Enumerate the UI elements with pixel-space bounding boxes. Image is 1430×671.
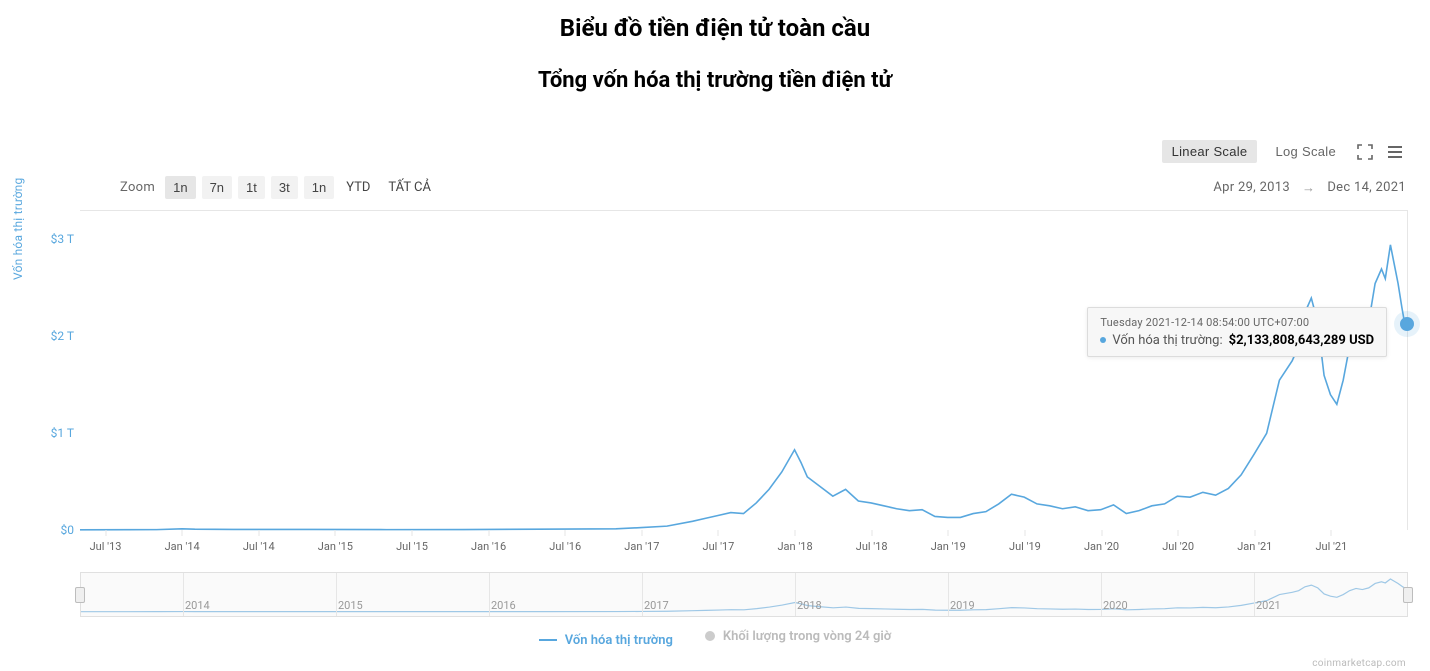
tooltip-value: $2,133,808,643,289 USD: [1229, 333, 1374, 348]
x-tick-label: Jul '13: [90, 540, 122, 553]
main-title: Biểu đồ tiền điện tử toàn cầu: [0, 0, 1430, 42]
scale-toolbar: Linear Scale Log Scale: [1162, 140, 1406, 163]
y-tick-label: $3 T: [51, 232, 74, 246]
y-tick-label: $1 T: [51, 426, 74, 440]
x-tick-label: Jul '15: [396, 540, 428, 553]
zoom-btn-1[interactable]: 7n: [202, 176, 232, 199]
zoom-btn-2[interactable]: 1t: [238, 176, 265, 199]
date-range: Apr 29, 2013 → Dec 14, 2021: [1213, 180, 1406, 196]
menu-icon[interactable]: [1384, 141, 1406, 163]
x-axis-ticks: Jul '13 Jan '14 Jul '14 Jan '15 Jul '15 Jan '…: [80, 530, 1408, 560]
y-axis-ticks: $0$1 T$2 T$3 T: [33, 210, 78, 530]
fullscreen-icon[interactable]: [1354, 141, 1376, 163]
legend-secondary-label: Khối lượng trong vòng 24 giờ: [723, 629, 891, 644]
tooltip: Tuesday 2021-12-14 08:54:00 UTC+07:00 Vố…: [1087, 307, 1387, 357]
zoom-btn-3[interactable]: 3t: [271, 176, 298, 199]
legend-dot-icon: [705, 631, 715, 641]
y-tick-label: $0: [61, 523, 75, 537]
nav-handle-left[interactable]: [75, 587, 85, 603]
x-tick-label: Jan '20: [1084, 540, 1119, 553]
x-tick-label: Jan '16: [471, 540, 506, 553]
tooltip-datetime: Tuesday 2021-12-14 08:54:00 UTC+07:00: [1100, 316, 1374, 329]
date-to[interactable]: Dec 14, 2021: [1327, 180, 1406, 195]
log-scale-button[interactable]: Log Scale: [1265, 140, 1346, 163]
legend-primary-label: Vốn hóa thị trường: [565, 633, 673, 648]
y-tick-label: $2 T: [51, 329, 74, 343]
x-tick-label: Jan '17: [624, 540, 659, 553]
x-tick-label: Jan '19: [931, 540, 966, 553]
nav-year-label: 2021: [1256, 599, 1281, 612]
zoom-ytd[interactable]: YTD: [340, 176, 376, 199]
x-tick-label: Jan '18: [777, 540, 812, 553]
nav-year-label: 2020: [1103, 599, 1128, 612]
linear-scale-button[interactable]: Linear Scale: [1162, 140, 1258, 163]
nav-year-label: 2018: [797, 599, 822, 612]
tooltip-dot-icon: [1100, 337, 1106, 343]
legend: Vốn hóa thị trường Khối lượng trong vòng…: [0, 626, 1430, 648]
x-tick-label: Jul '17: [703, 540, 735, 553]
nav-year-label: 2016: [491, 599, 516, 612]
y-axis-title: Vốn hóa thị trường: [11, 178, 25, 280]
sub-title: Tổng vốn hóa thị trường tiền điện tử: [0, 42, 1430, 93]
nav-year-label: 2015: [338, 599, 363, 612]
x-tick-label: Jan '21: [1237, 540, 1272, 553]
legend-item-marketcap[interactable]: Vốn hóa thị trường: [539, 633, 673, 648]
x-tick-label: Jul '16: [549, 540, 581, 553]
zoom-btn-4[interactable]: 1n: [304, 176, 334, 199]
x-tick-label: Jul '20: [1162, 540, 1194, 553]
x-tick-label: Jul '19: [1009, 540, 1041, 553]
legend-line-icon: [539, 639, 557, 641]
x-tick-label: Jul '21: [1315, 540, 1347, 553]
x-tick-label: Jan '14: [165, 540, 200, 553]
nav-handle-right[interactable]: [1403, 587, 1413, 603]
hover-point-marker: [1400, 317, 1414, 331]
chart-area: Vốn hóa thị trường $0$1 T$2 T$3 T Tuesda…: [15, 210, 1408, 560]
zoom-label: Zoom: [120, 180, 155, 195]
zoom-btn-0[interactable]: 1n: [165, 176, 195, 199]
attribution: coinmarketcap.com: [1312, 658, 1406, 669]
nav-year-label: 2014: [185, 599, 210, 612]
tooltip-label: Vốn hóa thị trường:: [1112, 333, 1222, 348]
legend-item-volume[interactable]: Khối lượng trong vòng 24 giờ: [705, 629, 891, 644]
range-row: Zoom 1n 7n 1t 3t 1n YTD TẤT CẢ Apr 29, 2…: [120, 176, 1406, 199]
nav-year-label: 2017: [644, 599, 669, 612]
x-tick-label: Jul '14: [243, 540, 275, 553]
date-from[interactable]: Apr 29, 2013: [1213, 180, 1290, 195]
x-tick-label: Jan '15: [318, 540, 353, 553]
chart-plot[interactable]: Tuesday 2021-12-14 08:54:00 UTC+07:00 Vố…: [80, 210, 1408, 530]
nav-year-label: 2019: [950, 599, 975, 612]
zoom-group: Zoom 1n 7n 1t 3t 1n YTD TẤT CẢ: [120, 176, 437, 199]
arrow-right-icon: →: [1302, 180, 1315, 196]
x-tick-label: Jul '18: [856, 540, 888, 553]
range-navigator[interactable]: 2014 2015 2016 2017 2018 2019 2020 2021: [80, 572, 1408, 617]
zoom-all[interactable]: TẤT CẢ: [382, 176, 437, 199]
